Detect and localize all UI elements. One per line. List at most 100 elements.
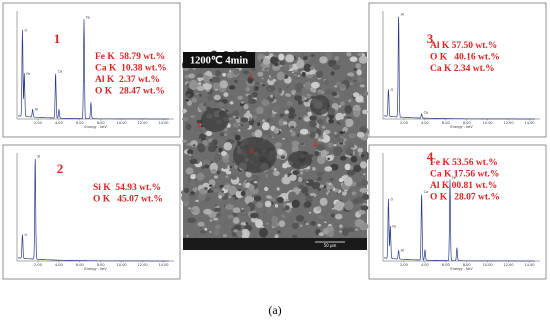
grain xyxy=(283,63,291,71)
grain xyxy=(235,116,239,120)
grain xyxy=(328,118,334,124)
grain xyxy=(224,204,234,210)
grain xyxy=(190,184,193,186)
grain xyxy=(296,133,300,137)
grain xyxy=(272,104,280,113)
grain xyxy=(311,181,320,190)
grain xyxy=(317,188,322,192)
x-tick-label: 8.00 xyxy=(463,121,471,125)
grain xyxy=(286,86,289,88)
grain xyxy=(288,64,293,69)
grain xyxy=(236,230,243,238)
grain xyxy=(335,81,341,86)
grain xyxy=(273,127,280,134)
grain xyxy=(198,136,202,139)
grain xyxy=(257,122,261,126)
grain xyxy=(213,175,218,179)
grain xyxy=(203,208,213,215)
grain xyxy=(205,130,213,136)
dark-region xyxy=(310,95,330,115)
grain xyxy=(317,214,324,219)
grain xyxy=(245,86,250,92)
grain xyxy=(325,155,334,161)
grain xyxy=(281,214,286,219)
grain xyxy=(186,234,189,237)
composition: Ca K 10.38 wt.% xyxy=(95,64,167,74)
grain xyxy=(195,233,197,236)
grain xyxy=(332,64,341,71)
grain xyxy=(274,227,278,231)
spectrum-line xyxy=(18,19,169,120)
panel-number: 1 xyxy=(54,31,61,46)
grain xyxy=(197,221,205,227)
grain xyxy=(268,75,271,78)
grain xyxy=(355,63,362,69)
grain xyxy=(320,136,324,140)
grain xyxy=(360,151,370,161)
peak-label: Ca xyxy=(424,111,429,115)
grain xyxy=(241,208,244,210)
sem-image: 1200℃ 4min 50 μm xyxy=(181,50,370,250)
grain xyxy=(215,204,218,207)
grain xyxy=(228,185,237,196)
x-tick-label: 4.00 xyxy=(55,263,63,267)
grain xyxy=(221,190,224,193)
grain xyxy=(270,53,274,57)
grain xyxy=(190,140,198,147)
peak-label: Si xyxy=(37,154,40,158)
sem-texture xyxy=(181,50,370,240)
grain xyxy=(340,84,346,89)
grain xyxy=(222,234,227,238)
composition: Al K 00.81 wt.% xyxy=(430,181,497,191)
grain xyxy=(232,122,239,128)
grain xyxy=(254,129,263,138)
grain xyxy=(295,214,305,222)
grain xyxy=(190,155,195,160)
grain xyxy=(304,168,309,172)
grain xyxy=(335,112,344,122)
grain xyxy=(298,116,302,120)
grain xyxy=(346,76,352,81)
peak-label: Ca xyxy=(58,70,63,74)
grain xyxy=(311,160,315,163)
x-tick-label: 14.00 xyxy=(525,121,535,125)
spectrum-panel xyxy=(2,144,181,280)
grain xyxy=(358,55,368,64)
grain xyxy=(237,129,241,132)
grain xyxy=(219,165,223,169)
grain xyxy=(334,85,338,88)
grain xyxy=(225,171,231,175)
grain xyxy=(291,222,299,230)
grain xyxy=(310,221,316,226)
grain xyxy=(316,171,323,177)
grain xyxy=(351,191,357,196)
grain xyxy=(311,196,315,198)
grain xyxy=(255,219,263,228)
peak-label: Fe xyxy=(86,16,90,20)
grain xyxy=(354,228,359,231)
grain xyxy=(265,69,270,72)
grain xyxy=(242,70,250,75)
x-tick-label: 14.00 xyxy=(159,263,169,267)
grain xyxy=(338,105,342,108)
grain xyxy=(264,200,272,208)
grain xyxy=(282,196,286,199)
grain xyxy=(210,169,217,174)
grain xyxy=(350,153,354,156)
grain xyxy=(363,90,369,97)
grain xyxy=(344,118,354,128)
grain xyxy=(340,155,347,161)
x-tick-label: 8.00 xyxy=(97,121,105,125)
grain xyxy=(291,131,296,137)
grain xyxy=(305,192,309,197)
dark-region xyxy=(233,137,277,173)
grain xyxy=(284,205,290,211)
grain xyxy=(243,104,249,110)
grain xyxy=(208,189,213,193)
grain xyxy=(288,113,295,120)
x-tick-label: 6.00 xyxy=(76,121,84,125)
grain xyxy=(353,67,358,71)
grain xyxy=(223,142,233,151)
grain xyxy=(331,91,338,96)
grain xyxy=(303,56,308,61)
